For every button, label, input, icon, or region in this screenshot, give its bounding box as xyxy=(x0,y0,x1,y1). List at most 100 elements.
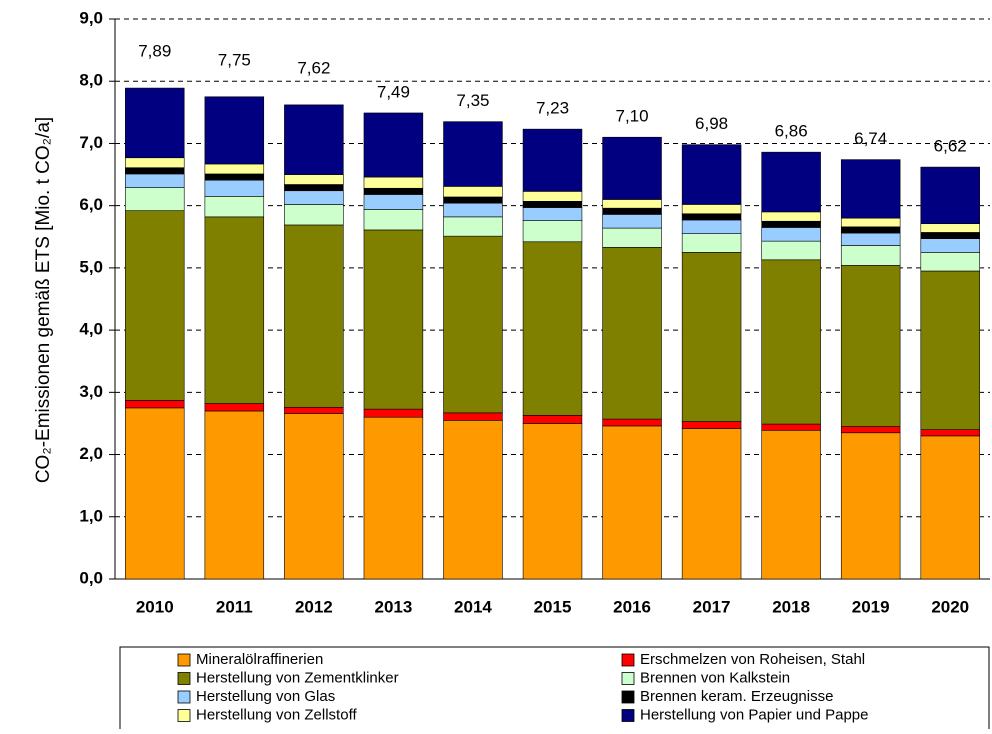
bar-segment xyxy=(125,167,185,175)
bar-segment xyxy=(125,87,185,159)
bar-segment xyxy=(363,112,424,178)
bar-segment xyxy=(522,415,583,424)
bar-segment xyxy=(443,121,503,187)
y-tick-label: 4,0 xyxy=(79,320,103,339)
bar-segment xyxy=(840,265,901,427)
legend-swatch xyxy=(621,653,635,667)
bar-segment xyxy=(681,204,742,215)
bar-segment xyxy=(443,202,503,218)
bar-segment xyxy=(920,232,980,239)
bar-segment xyxy=(204,163,265,175)
y-tick-label: 3,0 xyxy=(79,382,103,401)
bar-segment xyxy=(443,235,503,414)
legend-label: Brennen von Kalkstein xyxy=(640,669,790,686)
bar-segment xyxy=(840,232,901,246)
bar-segment xyxy=(681,421,742,429)
total-label: 7,49 xyxy=(377,82,410,101)
bar-segment xyxy=(761,240,821,261)
legend-label: Herstellung von Zementklinker xyxy=(196,669,399,686)
legend-swatch xyxy=(177,690,191,704)
bar-segment xyxy=(204,173,265,181)
legend-label: Herstellung von Zellstoff xyxy=(196,706,357,723)
bar-segment xyxy=(761,211,821,222)
bar-segment xyxy=(284,406,344,414)
legend-label: Erschmelzen von Roheisen, Stahl xyxy=(640,651,865,668)
y-tick-label: 1,0 xyxy=(79,506,103,525)
total-label: 6,74 xyxy=(854,129,887,148)
bar-segment xyxy=(443,196,503,204)
total-label: 7,75 xyxy=(218,50,251,69)
bar-segment xyxy=(204,196,265,218)
x-tick-label: 2010 xyxy=(136,597,174,616)
bar-segment xyxy=(443,420,503,580)
legend-swatch xyxy=(621,672,635,685)
bar-segment xyxy=(125,407,185,580)
total-label: 7,10 xyxy=(615,107,648,126)
bar-segment xyxy=(284,190,344,205)
bar-segment xyxy=(840,226,901,234)
bar-segment xyxy=(840,159,901,219)
legend-swatch xyxy=(621,690,635,704)
total-label: 6,86 xyxy=(775,122,808,141)
x-tick-label: 2018 xyxy=(772,597,810,616)
bar-segment xyxy=(284,413,344,580)
y-axis-label: CO₂-Emissionen gemäß ETS [Mio. t CO₂/a] xyxy=(33,117,54,483)
bar-segment xyxy=(602,227,662,248)
bar-segment xyxy=(920,166,980,225)
bar-segment xyxy=(681,144,742,205)
bar-segment xyxy=(363,176,424,189)
bar-segment xyxy=(363,209,424,231)
bar-segment xyxy=(840,217,901,228)
bar-segment xyxy=(363,229,424,410)
x-tick-label: 2016 xyxy=(613,597,651,616)
bar-segment xyxy=(125,187,185,211)
bar-segment xyxy=(204,403,265,412)
legend-box xyxy=(119,646,990,734)
y-tick-label: 7,0 xyxy=(79,133,103,152)
bar-segment xyxy=(284,184,344,192)
bar-segment xyxy=(602,199,662,209)
total-label: 6,62 xyxy=(934,137,967,156)
bar-segment xyxy=(602,136,662,200)
bar-segment xyxy=(363,408,424,418)
bar-segment xyxy=(761,259,821,425)
bar-segment xyxy=(125,173,185,188)
legend-label: Herstellung von Papier und Pappe xyxy=(640,706,869,723)
bar-segment xyxy=(522,207,583,221)
bar-segment xyxy=(681,233,742,253)
bar-segment xyxy=(522,220,583,243)
bar-segment xyxy=(920,223,980,233)
bar-segment xyxy=(920,429,980,437)
x-tick-label: 2020 xyxy=(931,597,969,616)
bar-segment xyxy=(443,216,503,237)
bar-segment xyxy=(363,416,424,580)
bar-segment xyxy=(920,252,980,272)
bar-segment xyxy=(284,174,344,185)
legend-swatch xyxy=(177,709,191,722)
bar-segment xyxy=(443,186,503,198)
bar-segment xyxy=(761,220,821,228)
bar-segment xyxy=(443,412,503,421)
total-label: 7,23 xyxy=(536,99,569,118)
legend-swatch xyxy=(177,653,191,667)
bar-segment xyxy=(761,151,821,213)
y-tick-label: 5,0 xyxy=(79,257,103,276)
bar-segment xyxy=(602,247,662,420)
x-tick-label: 2019 xyxy=(852,597,890,616)
bar-segment xyxy=(204,216,265,404)
total-label: 7,35 xyxy=(456,91,489,110)
bar-segment xyxy=(602,207,662,215)
bar-segment xyxy=(681,428,742,580)
bar-segment xyxy=(363,187,424,195)
total-label: 6,98 xyxy=(695,114,728,133)
bar-segment xyxy=(284,204,344,226)
x-tick-label: 2014 xyxy=(454,597,492,616)
bar-segment xyxy=(204,179,265,197)
legend-swatch xyxy=(177,672,191,685)
bar-segment xyxy=(920,435,980,580)
x-tick-label: 2011 xyxy=(216,597,253,616)
y-tick-label: 2,0 xyxy=(79,444,103,463)
bar-segment xyxy=(920,238,980,253)
bar-segment xyxy=(125,157,185,169)
